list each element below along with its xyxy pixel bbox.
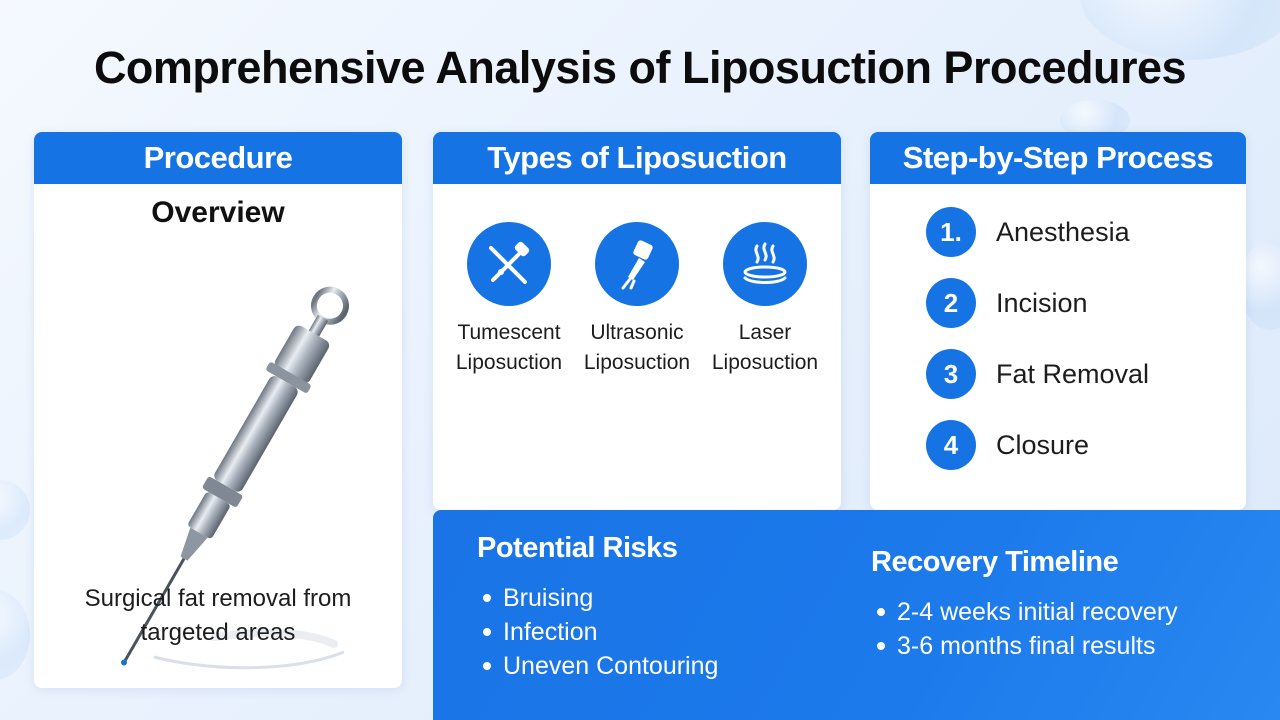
step-number-badge: 4 xyxy=(926,420,976,470)
list-item: Uneven Contouring xyxy=(477,649,718,683)
step-label: Closure xyxy=(996,429,1090,460)
overview-description: Surgical fat removal from targeted areas xyxy=(84,585,352,646)
types-card: Types of Liposuction Tumescent Liposucti… xyxy=(433,132,841,510)
liposuction-cannula-icon xyxy=(94,252,354,688)
step-number-badge: 1. xyxy=(926,207,976,257)
ultrasonic-probe-icon xyxy=(595,222,679,306)
procedure-overview-card: Procedure Overview xyxy=(34,132,402,688)
background-bubble xyxy=(0,480,30,540)
type-label: Tumescent Liposuction xyxy=(455,321,563,374)
laser-heat-icon xyxy=(723,222,807,306)
procedure-card-header: Procedure xyxy=(34,132,402,184)
steps-card: Step-by-Step Process 1. Anesthesia 2 Inc… xyxy=(870,132,1246,510)
overview-subheading: Overview xyxy=(151,196,285,229)
step-number-badge: 2 xyxy=(926,278,976,328)
bullet-icon xyxy=(483,628,491,636)
risks-list: Bruising Infection Uneven Contouring xyxy=(477,581,718,683)
background-bubble xyxy=(0,590,30,680)
recovery-label: 3-6 months final results xyxy=(897,632,1156,660)
types-list: Tumescent Liposuction Ultrasonic Liposuc… xyxy=(445,222,829,378)
list-item: 3-6 months final results xyxy=(871,629,1178,663)
list-item: 2-4 weeks initial recovery xyxy=(871,595,1178,629)
step-label: Anesthesia xyxy=(996,216,1130,247)
list-item: Infection xyxy=(477,615,718,649)
risks-heading: Potential Risks xyxy=(477,532,678,564)
recovery-heading: Recovery Timeline xyxy=(871,546,1119,578)
risks-recovery-panel: Potential Risks Bruising Infection Uneve… xyxy=(433,510,1280,720)
risk-label: Infection xyxy=(503,618,598,646)
page-title: Comprehensive Analysis of Liposuction Pr… xyxy=(93,42,1187,93)
type-item-ultrasonic: Ultrasonic Liposuction xyxy=(573,222,701,378)
type-label: Ultrasonic Liposuction xyxy=(583,321,691,374)
syringe-cross-icon xyxy=(467,222,551,306)
steps-list: 1. Anesthesia 2 Incision 3 Fat Removal 4… xyxy=(926,206,1226,490)
step-number-badge: 3 xyxy=(926,349,976,399)
recovery-list: 2-4 weeks initial recovery 3-6 months fi… xyxy=(871,595,1178,663)
step-label: Fat Removal xyxy=(996,358,1150,389)
bullet-icon xyxy=(483,662,491,670)
list-item: Bruising xyxy=(477,581,718,615)
type-item-laser: Laser Liposuction xyxy=(701,222,829,378)
recovery-section: Recovery Timeline 2-4 weeks initial reco… xyxy=(871,546,1178,663)
bullet-icon xyxy=(877,608,885,616)
risks-section: Potential Risks Bruising Infection Uneve… xyxy=(477,532,718,683)
step-item: 4 Closure xyxy=(926,419,1226,471)
risk-label: Uneven Contouring xyxy=(503,652,719,680)
type-label: Laser Liposuction xyxy=(711,321,819,374)
types-card-header: Types of Liposuction xyxy=(433,132,841,184)
bullet-icon xyxy=(877,642,885,650)
risk-label: Bruising xyxy=(503,584,594,612)
step-item: 2 Incision xyxy=(926,277,1226,329)
step-item: 1. Anesthesia xyxy=(926,206,1226,258)
steps-card-header: Step-by-Step Process xyxy=(870,132,1246,184)
recovery-label: 2-4 weeks initial recovery xyxy=(897,598,1178,626)
type-item-tumescent: Tumescent Liposuction xyxy=(445,222,573,378)
step-label: Incision xyxy=(996,287,1088,318)
step-item: 3 Fat Removal xyxy=(926,348,1226,400)
background-bubble xyxy=(1240,240,1280,330)
bullet-icon xyxy=(483,594,491,602)
